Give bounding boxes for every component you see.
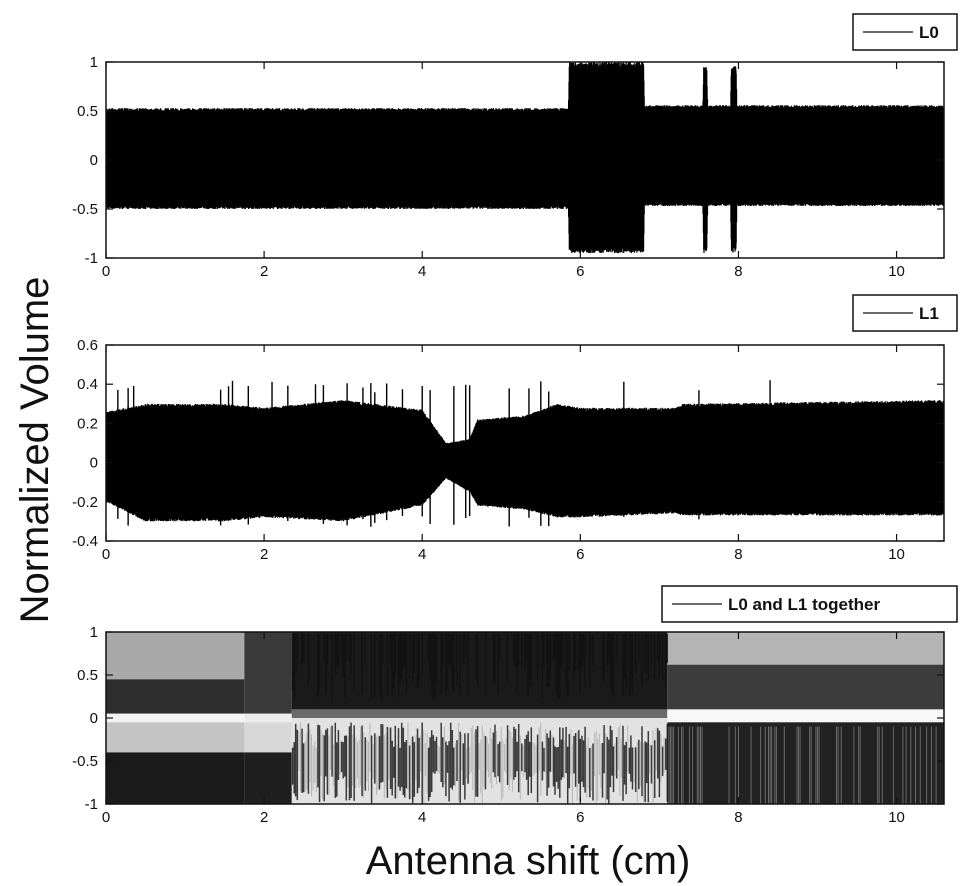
x-tick-label: 8 bbox=[734, 546, 742, 563]
heatmap-cell bbox=[244, 752, 292, 804]
heatmap-cell bbox=[244, 632, 292, 714]
legend-label: L1 bbox=[919, 304, 939, 323]
x-tick-label: 4 bbox=[418, 546, 426, 563]
y-tick-label: -0.5 bbox=[72, 201, 98, 218]
plot-area bbox=[106, 380, 944, 527]
y-tick-label: -0.5 bbox=[72, 753, 98, 770]
legend: L1 bbox=[852, 294, 958, 332]
legend-label: L0 bbox=[919, 23, 939, 42]
heatmap-cell bbox=[667, 722, 944, 804]
x-tick-label: 10 bbox=[888, 263, 905, 280]
panel-1: 0 2 4 6 8 10 1 0.5 0 -0.5 -1 L0 bbox=[72, 13, 958, 280]
x-tick-label: 8 bbox=[734, 263, 742, 280]
legend: L0 and L1 together bbox=[661, 585, 958, 623]
y-tick-label: -0.2 bbox=[72, 494, 98, 511]
x-tick-label: 6 bbox=[576, 809, 584, 826]
x-tick-label: 6 bbox=[576, 263, 584, 280]
x-tick-label: 2 bbox=[260, 809, 268, 826]
y-tick-label: 0 bbox=[90, 710, 98, 727]
legend-label: L0 and L1 together bbox=[728, 595, 880, 614]
y-tick-label: 0 bbox=[90, 152, 98, 169]
panel-3: 0 2 4 6 8 10 1 0.5 0 -0.5 -1 L0 and L1 together bbox=[72, 585, 958, 826]
x-tick-label: 10 bbox=[888, 546, 905, 563]
y-tick-label: 0.5 bbox=[77, 667, 98, 684]
heatmap-cell bbox=[291, 709, 668, 718]
panel-2: 0 2 4 6 8 10 0.6 0.4 0.2 0 -0.2 -0.4 L1 bbox=[72, 294, 958, 563]
x-tick-label: 0 bbox=[102, 809, 110, 826]
x-tick-label: 0 bbox=[102, 546, 110, 563]
y-tick-label: 0.2 bbox=[77, 415, 98, 432]
y-tick-label: 0.6 bbox=[77, 337, 98, 354]
heatmap-cell bbox=[667, 632, 944, 665]
plot-area bbox=[106, 632, 944, 804]
y-tick-label: 0.5 bbox=[77, 103, 98, 120]
x-tick-label: 6 bbox=[576, 546, 584, 563]
heatmap-texture-dark bbox=[291, 633, 669, 804]
heatmap-cell bbox=[244, 722, 292, 753]
heatmap-cell bbox=[244, 713, 292, 723]
y-tick-label: 1 bbox=[90, 54, 98, 71]
heatmap-cell bbox=[667, 709, 944, 723]
heatmap-cell bbox=[106, 632, 245, 680]
heatmap-cell bbox=[106, 722, 245, 753]
x-tick-label: 10 bbox=[888, 809, 905, 826]
y-tick-label: 1 bbox=[90, 624, 98, 641]
x-axis-label: Antenna shift (cm) bbox=[366, 839, 691, 883]
x-tick-label: 8 bbox=[734, 809, 742, 826]
y-tick-label: 0 bbox=[90, 455, 98, 472]
y-axis-label: Normalized Volume bbox=[13, 277, 57, 624]
heatmap-cell bbox=[106, 713, 245, 723]
x-tick-label: 4 bbox=[418, 809, 426, 826]
x-tick-label: 4 bbox=[418, 263, 426, 280]
legend: L0 bbox=[852, 13, 958, 51]
series-L0 bbox=[106, 62, 944, 254]
y-tick-label: 0.4 bbox=[77, 376, 98, 393]
heatmap-cell bbox=[667, 664, 944, 710]
heatmap-cell bbox=[106, 752, 245, 804]
heatmap-cell bbox=[106, 679, 245, 714]
x-tick-label: 2 bbox=[260, 263, 268, 280]
plot-frame bbox=[105, 344, 945, 542]
x-tick-label: 2 bbox=[260, 546, 268, 563]
series-L1 bbox=[106, 400, 944, 522]
y-tick-label: -1 bbox=[85, 250, 98, 267]
plot-area bbox=[106, 62, 944, 254]
x-tick-label: 0 bbox=[102, 263, 110, 280]
y-tick-label: -1 bbox=[85, 796, 98, 813]
y-tick-label: -0.4 bbox=[72, 533, 98, 550]
heatmap-texture-light bbox=[298, 722, 944, 804]
